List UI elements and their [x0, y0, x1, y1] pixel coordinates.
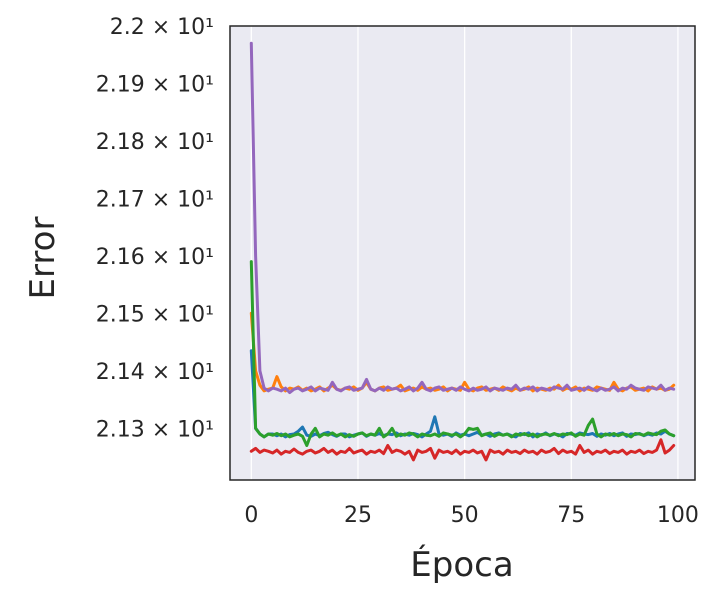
y-tick-label-5: 2.18 × 10¹ — [96, 130, 214, 155]
series-line-2 — [249, 260, 676, 447]
x-tick-label-2: 50 — [451, 503, 479, 528]
x-tick-label-4: 100 — [657, 503, 699, 528]
x-tick-label-3: 75 — [557, 503, 585, 528]
series-lines — [249, 41, 676, 462]
y-axis-title: Error — [23, 217, 63, 300]
series-line-3 — [249, 438, 676, 462]
grid — [250, 26, 679, 480]
x-tick-labels: 0 25 50 75 100 — [244, 503, 699, 528]
y-tick-label-2: 2.15 × 10¹ — [96, 302, 214, 327]
x-tick-label-1: 25 — [344, 503, 372, 528]
plot-frame — [229, 25, 696, 481]
y-tick-label-1: 2.14 × 10¹ — [96, 360, 214, 385]
x-axis-title: Época — [410, 544, 513, 585]
series-line-4 — [249, 41, 676, 395]
y-tick-label-0: 2.13 × 10¹ — [96, 417, 214, 442]
y-tick-label-7: 2.2 × 10¹ — [110, 15, 214, 40]
y-tick-label-4: 2.17 × 10¹ — [96, 187, 214, 212]
x-tick-label-0: 0 — [244, 503, 258, 528]
y-tick-label-3: 2.16 × 10¹ — [96, 245, 214, 270]
y-tick-labels: 2.13 × 10¹ 2.14 × 10¹ 2.15 × 10¹ 2.16 × 10¹… — [96, 15, 214, 442]
y-tick-label-6: 2.19 × 10¹ — [96, 72, 214, 97]
plot-background — [230, 26, 695, 480]
